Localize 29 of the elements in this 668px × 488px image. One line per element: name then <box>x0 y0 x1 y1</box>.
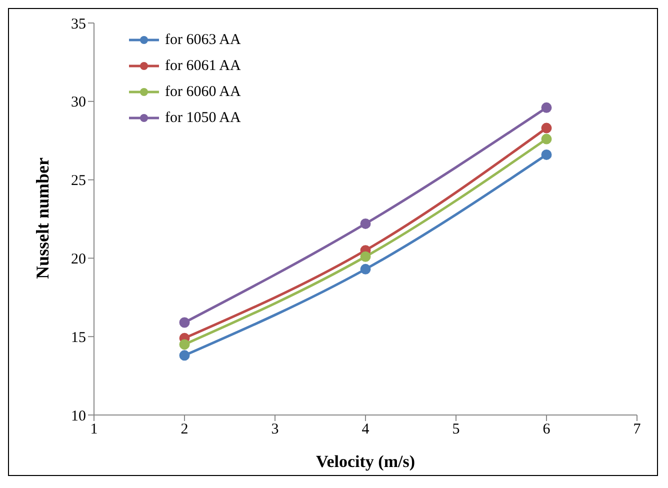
y-tick-label: 30 <box>71 94 86 111</box>
y-tick-label: 15 <box>71 330 86 346</box>
point <box>541 134 552 144</box>
legend-label: for 6063 AA <box>165 32 241 48</box>
legend-label: for 1050 AA <box>165 110 241 126</box>
y-tick-label: 20 <box>71 252 86 268</box>
x-tick-label: 4 <box>362 422 370 438</box>
point <box>360 218 371 229</box>
x-tick-label: 1 <box>90 422 98 438</box>
point <box>541 102 552 113</box>
legend-label: for 6061 AA <box>165 58 241 74</box>
y-tick-label: 25 <box>71 173 86 190</box>
x-tick-label: 3 <box>271 422 279 438</box>
x-tick-label: 2 <box>180 422 188 438</box>
point <box>360 251 371 262</box>
y-axis-title: Nusselt number <box>32 157 52 279</box>
y-tick-label: 35 <box>71 16 86 32</box>
x-axis-title: Velocity (m/s) <box>316 452 415 471</box>
point <box>179 339 190 350</box>
legend-label: for 6060 AA <box>165 84 241 100</box>
point <box>541 122 552 134</box>
x-tick-label: 5 <box>452 422 460 438</box>
point <box>179 317 190 328</box>
point <box>360 264 371 274</box>
point <box>179 350 190 361</box>
x-tick-label: 7 <box>633 422 642 438</box>
x-tick-label: 6 <box>542 422 551 438</box>
point <box>541 149 552 160</box>
y-tick-label: 10 <box>71 408 86 424</box>
